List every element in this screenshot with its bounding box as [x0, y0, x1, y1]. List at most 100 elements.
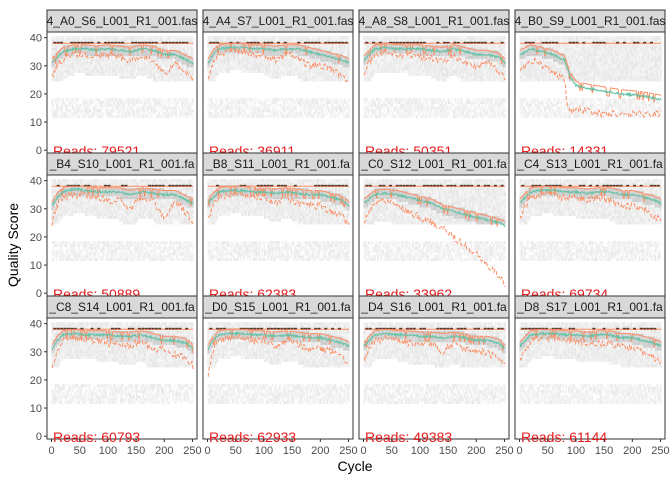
heatmap-cell	[242, 115, 243, 118]
heatmap-cell	[155, 109, 156, 112]
heatmap-cell	[152, 115, 153, 118]
heatmap-cell	[81, 104, 82, 107]
heatmap-cell	[67, 107, 68, 110]
heatmap-cell	[81, 107, 82, 110]
heatmap-cell	[125, 115, 126, 118]
heatmap-cell	[249, 115, 250, 118]
heatmap-cell	[57, 104, 58, 107]
heatmap-cell	[80, 98, 81, 101]
heatmap-cell	[163, 115, 164, 118]
heatmap-cell	[277, 112, 278, 115]
heatmap-cell	[162, 101, 163, 104]
heatmap-cell	[223, 115, 224, 118]
heatmap-cell	[307, 115, 308, 118]
heatmap-cell	[102, 104, 103, 107]
heatmap-cell	[245, 115, 246, 118]
heatmap-cell	[116, 98, 117, 101]
heatmap-cell	[345, 98, 346, 101]
heatmap-cell	[227, 101, 228, 104]
heatmap-cell	[95, 104, 96, 107]
heatmap-cell	[312, 101, 313, 104]
heatmap-cell	[318, 115, 319, 118]
heatmap-cell	[292, 112, 293, 115]
heatmap-cell	[308, 98, 309, 101]
heatmap-cell	[122, 109, 123, 112]
heatmap-cell	[313, 104, 314, 107]
y-tick-label: 40	[30, 33, 42, 45]
heatmap-cell	[242, 109, 243, 112]
heatmap-cell	[62, 78, 63, 81]
heatmap-cell	[327, 112, 328, 115]
heatmap-cell	[245, 107, 246, 110]
heatmap-cell	[251, 98, 252, 101]
heatmap-cell	[94, 101, 95, 104]
heatmap-cell	[337, 112, 338, 115]
y-tick-label: 20	[30, 89, 42, 101]
heatmap-cell	[282, 98, 283, 101]
heatmap-cell	[293, 104, 294, 107]
heatmap-cell	[271, 104, 272, 107]
heatmap-cell	[293, 98, 294, 101]
heatmap-cell	[218, 112, 219, 115]
heatmap-cell	[121, 98, 122, 101]
heatmap-cell	[138, 115, 139, 118]
heatmap-cell	[284, 101, 285, 104]
heatmap-cell	[293, 109, 294, 112]
heatmap-cell	[284, 109, 285, 112]
heatmap-cell	[192, 98, 193, 101]
heatmap-cell	[328, 107, 329, 110]
heatmap-cell	[68, 115, 69, 118]
heatmap-cell	[124, 104, 125, 107]
heatmap-cell	[231, 98, 232, 101]
facet-panel: 4_A4_S7_L001_R1_001.fasReads: 36911	[203, 10, 354, 159]
heatmap-cell	[129, 112, 130, 115]
heatmap-cell	[302, 115, 303, 118]
heatmap-cell	[239, 104, 240, 107]
heatmap-cell	[89, 107, 90, 110]
heatmap-cell	[324, 115, 325, 118]
heatmap-cell	[113, 107, 114, 110]
heatmap-cell	[150, 101, 151, 104]
heatmap-cell	[237, 104, 238, 107]
heatmap-cell	[269, 112, 270, 115]
heatmap-cell	[80, 112, 81, 115]
heatmap-cell	[148, 104, 149, 107]
heatmap-cell	[190, 115, 191, 118]
heatmap-cell	[343, 112, 344, 115]
heatmap-cell	[72, 115, 73, 118]
heatmap-cell	[340, 98, 341, 101]
heatmap-cell	[295, 109, 296, 112]
heatmap-cell	[265, 115, 266, 118]
heatmap-cell	[166, 109, 167, 112]
heatmap-cell	[100, 109, 101, 112]
heatmap-cell	[178, 104, 179, 107]
heatmap-cell	[229, 70, 230, 73]
heatmap-cell	[259, 98, 260, 101]
heatmap-cell	[336, 109, 337, 112]
heatmap-cell	[129, 98, 130, 101]
heatmap-cell	[110, 109, 111, 112]
heatmap-cell	[77, 101, 78, 104]
heatmap-cell	[222, 107, 223, 110]
heatmap-cell	[272, 109, 273, 112]
heatmap-cell	[94, 112, 95, 115]
heatmap-cell	[192, 101, 193, 104]
heatmap-cell	[310, 98, 311, 101]
heatmap-cell	[286, 107, 287, 110]
strip-title: 4_A4_S7_L001_R1_001.fas	[203, 14, 354, 28]
heatmap-cell	[74, 115, 75, 118]
heatmap-cell	[128, 104, 129, 107]
heatmap-cell	[120, 112, 121, 115]
heatmap-cell	[97, 107, 98, 110]
heatmap-cell	[74, 98, 75, 101]
heatmap-cell	[192, 36, 193, 39]
heatmap-cell	[77, 98, 78, 101]
heatmap-cell	[74, 107, 75, 110]
heatmap-cell	[297, 104, 298, 107]
heatmap-cell	[221, 115, 222, 118]
heatmap-cell	[227, 115, 228, 118]
heatmap-cell	[281, 104, 282, 107]
heatmap-cell	[62, 107, 63, 110]
